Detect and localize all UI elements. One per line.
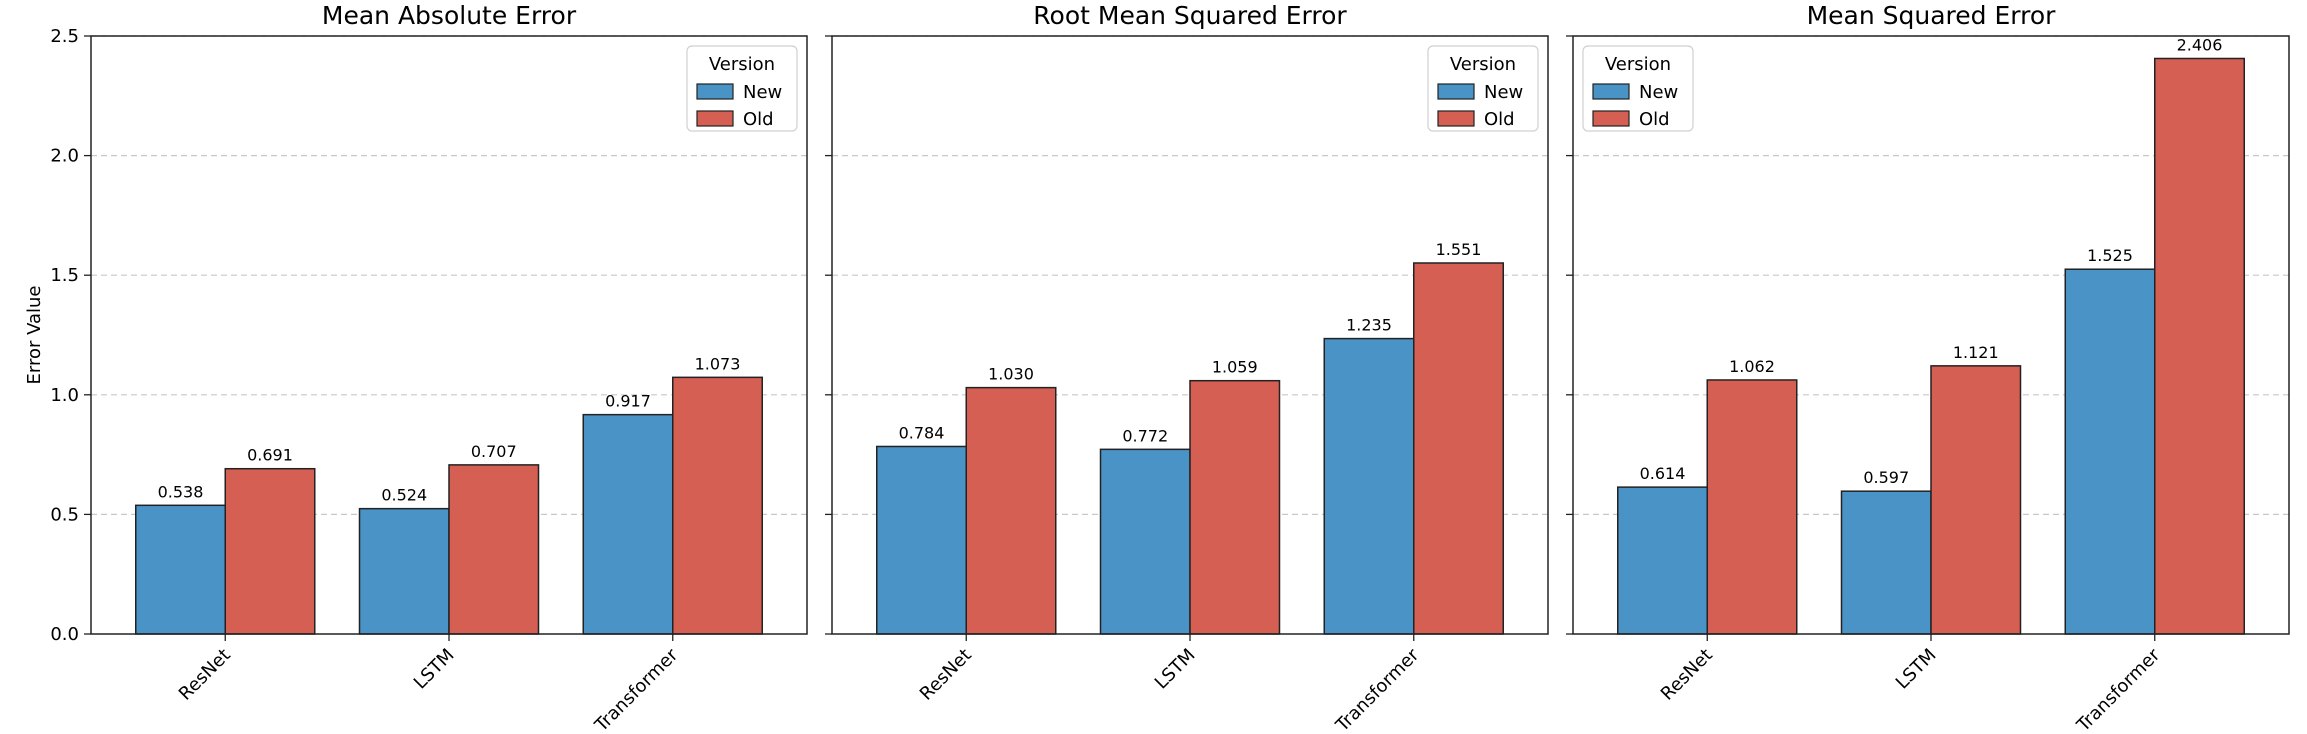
legend-swatch	[1437, 83, 1475, 100]
legend-title: Version	[709, 54, 775, 75]
legend-label: New	[1484, 82, 1523, 103]
bar	[2064, 268, 2156, 635]
y-tick-label: 1.0	[50, 385, 79, 406]
bar	[358, 507, 450, 635]
bar	[1840, 490, 1932, 635]
legend-swatch	[696, 83, 734, 100]
x-tick-label: LSTM	[1151, 645, 1200, 694]
x-tick-label: Transformer	[1331, 644, 1423, 734]
bar	[135, 504, 226, 635]
bar-value-label: 0.784	[899, 423, 945, 442]
panel-title: Root Mean Squared Error	[1033, 1, 1347, 30]
legend-label: New	[1639, 82, 1678, 103]
bar-value-label: 0.524	[381, 486, 427, 505]
bar-value-label: 1.121	[1953, 343, 1999, 362]
y-tick-label: 1.5	[50, 265, 79, 286]
x-tick-label: LSTM	[410, 645, 459, 694]
legend-swatch	[696, 110, 734, 127]
bar	[1323, 337, 1415, 635]
legend-label: Old	[743, 109, 774, 130]
legend-label: New	[743, 82, 782, 103]
x-tick-label: ResNet	[175, 645, 235, 705]
bar	[224, 467, 316, 635]
legend-title: Version	[1605, 54, 1671, 75]
bar	[1930, 365, 2022, 635]
bar-value-label: 0.614	[1640, 464, 1686, 483]
bar	[1413, 262, 1504, 635]
bar-value-label: 0.538	[158, 482, 204, 501]
bar-value-label: 0.772	[1122, 426, 1168, 445]
bar	[1099, 448, 1191, 635]
y-tick-label: 0.5	[50, 504, 79, 525]
legend-label: Old	[1639, 109, 1670, 130]
bar	[965, 386, 1057, 635]
bar-value-label: 1.235	[1346, 316, 1392, 335]
bar	[582, 413, 674, 635]
bar-value-label: 0.597	[1863, 468, 1909, 487]
bar-value-label: 1.062	[1729, 357, 1775, 376]
bar-value-label: 0.917	[605, 392, 651, 411]
y-tick-label: 2.5	[50, 26, 79, 47]
x-tick-label: ResNet	[1657, 645, 1717, 705]
x-tick-label: ResNet	[916, 645, 976, 705]
bar	[876, 445, 967, 635]
bar-value-label: 1.059	[1212, 358, 1258, 377]
x-tick-label: LSTM	[1892, 645, 1941, 694]
bar-value-label: 0.707	[471, 442, 517, 461]
bar	[1617, 486, 1708, 635]
y-axis-label: Error Value	[24, 285, 45, 384]
bar-value-label: 1.551	[1436, 240, 1482, 259]
legend-box	[1427, 45, 1539, 132]
legend-box	[1582, 45, 1694, 132]
legend-label: Old	[1484, 109, 1515, 130]
bar-value-label: 1.073	[695, 354, 741, 373]
panel-title: Mean Absolute Error	[322, 1, 577, 30]
bar	[1189, 379, 1281, 635]
bar-value-label: 0.691	[247, 446, 293, 465]
y-tick-label: 0.0	[50, 624, 79, 645]
legend-swatch	[1592, 83, 1630, 100]
legend-title: Version	[1450, 54, 1516, 75]
legend-box	[686, 45, 798, 132]
panel-title: Mean Squared Error	[1807, 1, 2057, 30]
bar	[1706, 379, 1798, 635]
bar-value-label: 1.525	[2087, 246, 2133, 265]
legend-swatch	[1592, 110, 1630, 127]
bar-value-label: 2.406	[2177, 35, 2223, 54]
bar	[2154, 57, 2245, 635]
bar-value-label: 1.030	[988, 365, 1034, 384]
x-tick-label: Transformer	[590, 644, 682, 734]
y-tick-label: 2.0	[50, 146, 79, 167]
bar	[448, 464, 540, 635]
bar	[672, 376, 763, 635]
x-tick-label: Transformer	[2072, 644, 2164, 734]
legend-swatch	[1437, 110, 1475, 127]
